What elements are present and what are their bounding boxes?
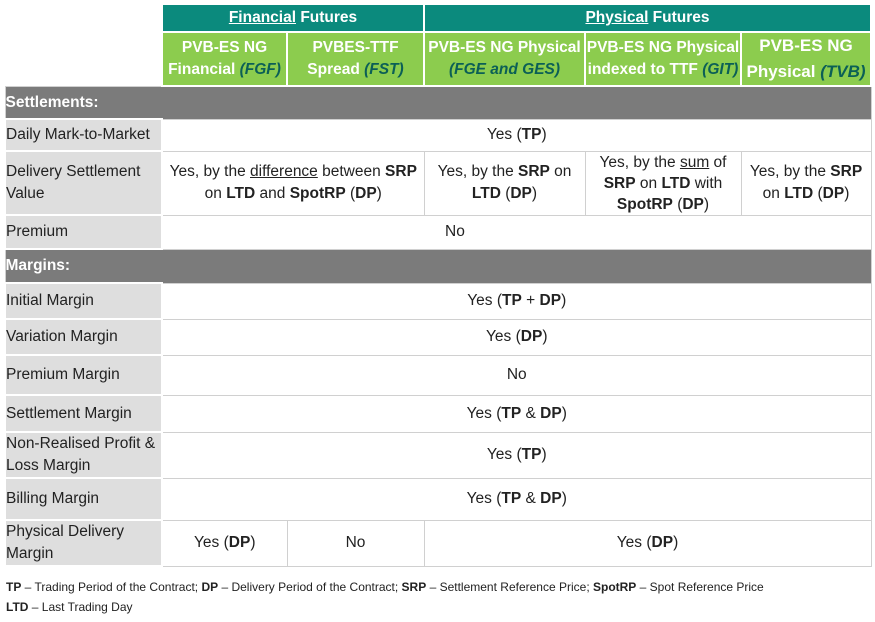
premium-margin-value: No: [161, 354, 872, 396]
delivery-settlement-tvb: Yes, by the SRP on LTD (DP): [740, 150, 872, 216]
table-row: Physical Delivery Margin Yes (DP) No Yes …: [4, 519, 872, 567]
delivery-settlement-physical: Yes, by the SRP on LTD (DP): [423, 150, 586, 216]
row-label-variation-margin: Variation Margin: [4, 318, 163, 356]
corner-blank: [5, 4, 162, 32]
legend-line-1: TP – Trading Period of the Contract; DP …: [6, 580, 764, 594]
margins-section-row: Margins:: [4, 248, 872, 284]
corner-blank-2: [5, 32, 162, 86]
delivery-settlement-financial: Yes, by the difference between SRP on LTD…: [161, 150, 425, 216]
row-label-premium: Premium: [4, 214, 163, 250]
row-label-initial-margin: Initial Margin: [4, 282, 163, 320]
row-label-premium-margin: Premium Margin: [4, 354, 163, 396]
table-row: Variation Margin Yes (DP): [4, 318, 872, 356]
row-label-delivery-settlement: Delivery Settlement Value: [4, 150, 163, 216]
margins-section-title: Margins:: [4, 248, 872, 284]
settlement-margin-value: Yes (TP & DP): [161, 394, 872, 433]
table-row: Billing Margin Yes (TP & DP): [4, 477, 872, 521]
physical-delivery-physical: Yes (DP): [423, 519, 872, 567]
row-label-billing-margin: Billing Margin: [4, 477, 163, 521]
row-label-non-realised: Non-Realised Profit & Loss Margin: [4, 431, 163, 479]
financial-futures-header: Financial Futures: [161, 3, 425, 33]
contract-fst-header: PVBES-TTF Spread (FST): [286, 31, 425, 87]
futures-comparison-table: Financial Futures Physical Futures PVB-E…: [4, 3, 873, 567]
variation-margin-value: Yes (DP): [161, 318, 872, 356]
legend-line-2: LTD – Last Trading Day: [6, 600, 133, 614]
physical-delivery-fgf: Yes (DP): [161, 519, 288, 567]
table-row: Initial Margin Yes (TP + DP): [4, 282, 872, 320]
table-row: Delivery Settlement Value Yes, by the dif…: [4, 150, 872, 216]
settlements-section-title: Settlements:: [4, 85, 872, 120]
contract-git-header: PVB-ES NG Physical indexed to TTF (GIT): [584, 31, 742, 87]
table-row: Daily Mark-to-Market Yes (TP): [4, 118, 872, 152]
contract-fge-ges-header: PVB-ES NG Physical (FGE and GES): [423, 31, 586, 87]
table-row: Settlement Margin Yes (TP & DP): [4, 394, 872, 433]
row-label-physical-delivery: Physical Delivery Margin: [4, 519, 163, 567]
row-label-daily-mtm: Daily Mark-to-Market: [4, 118, 163, 152]
billing-margin-value: Yes (TP & DP): [161, 477, 872, 521]
contract-fgf-header: PVB-ES NG Financial (FGF): [161, 31, 288, 87]
contract-header-row: PVB-ES NG Financial (FGF) PVBES-TTF Spread…: [5, 31, 873, 87]
delivery-settlement-indexed: Yes, by the sum of SRP on LTD with SpotRP …: [584, 150, 742, 216]
physical-delivery-fst: No: [286, 519, 425, 567]
initial-margin-value: Yes (TP + DP): [161, 282, 872, 320]
table-row: Non-Realised Profit & Loss Margin Yes (TP…: [4, 431, 872, 479]
premium-value: No: [161, 214, 872, 250]
row-label-settlement-margin: Settlement Margin: [4, 394, 163, 433]
physical-futures-header: Physical Futures: [422, 3, 873, 33]
group-header-row: Financial Futures Physical Futures: [5, 3, 873, 33]
daily-mtm-value: Yes (TP): [161, 118, 872, 152]
non-realised-value: Yes (TP): [161, 431, 872, 479]
table-row: Premium No: [4, 214, 872, 250]
contract-tvb-header: PVB-ES NG Physical (TVB): [739, 31, 873, 87]
table-row: Premium Margin No: [4, 354, 872, 396]
settlements-section-row: Settlements:: [4, 85, 872, 120]
